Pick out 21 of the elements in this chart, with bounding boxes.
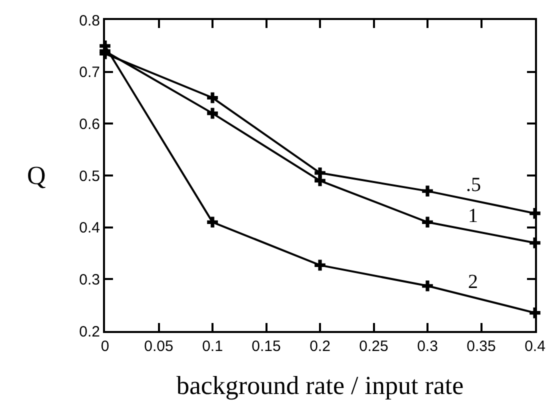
x-axis-title: background rate / input rate (176, 371, 464, 400)
y-tick-label: 0.6 (79, 116, 100, 133)
x-tick-label: 0.15 (252, 338, 281, 355)
x-tick-label: 0.1 (202, 338, 223, 355)
y-tick-label: 0.8 (79, 12, 100, 30)
x-tick-label: 0 (100, 338, 110, 355)
x-tick-label: 0.25 (359, 338, 388, 355)
x-tick-label: 0.3 (417, 338, 438, 355)
x-tick-label: 0.2 (310, 338, 330, 355)
y-tick-label: 0.2 (79, 323, 100, 340)
y-tick-label: 0.5 (79, 168, 100, 185)
y-tick-label: 0.3 (79, 271, 100, 288)
x-tick-label: 0.05 (144, 338, 174, 355)
y-tick-label: 0.4 (79, 220, 100, 237)
x-tick-label: 0.35 (466, 338, 496, 355)
x-tick-label: 0.4 (524, 338, 546, 355)
series-label: 1 (468, 205, 478, 227)
y-tick-label: 0.7 (79, 64, 100, 82)
series-label: 2 (468, 271, 478, 293)
legend-label: .5 (466, 174, 481, 196)
y-axis-title: Q (27, 161, 46, 190)
